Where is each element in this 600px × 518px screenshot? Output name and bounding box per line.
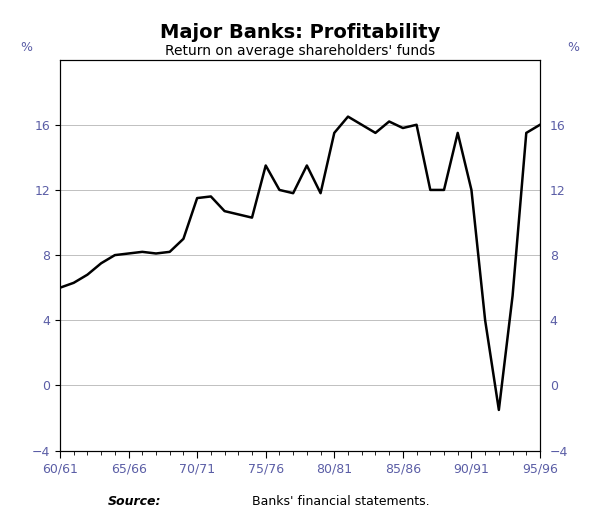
Text: %: %: [568, 41, 580, 54]
Text: %: %: [20, 41, 32, 54]
Text: Banks' financial statements.: Banks' financial statements.: [252, 495, 430, 508]
Text: Return on average shareholders' funds: Return on average shareholders' funds: [165, 44, 435, 58]
Text: Source:: Source:: [108, 495, 161, 508]
Text: Major Banks: Profitability: Major Banks: Profitability: [160, 23, 440, 42]
